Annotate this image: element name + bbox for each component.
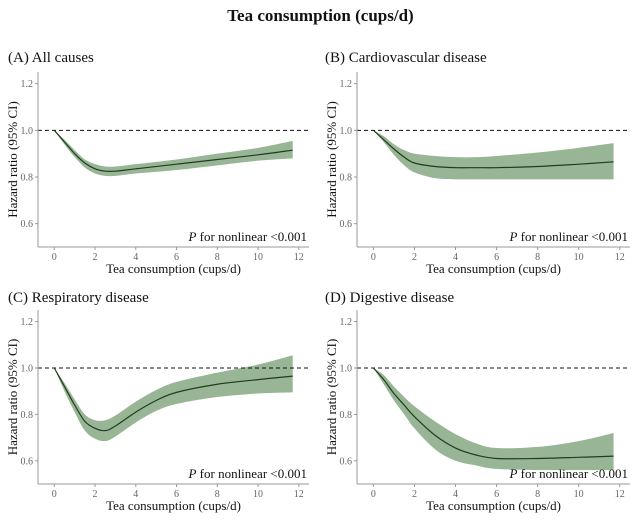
x-tick-label: 0: [371, 252, 376, 263]
x-tick-label: 0: [371, 489, 376, 500]
y-tick-label: 1.0: [21, 364, 34, 375]
x-axis-label: Tea consumption (cups/d): [106, 498, 241, 513]
panel-title: (B) Cardiovascular disease: [325, 50, 487, 66]
panel-a: (A) All causes 0.6 0.8 1.0 1.2 0 2 4 6 8 10 12 Tea c…: [5, 50, 309, 276]
y-tick-label: 1.2: [340, 79, 353, 90]
x-tick-label: 6: [494, 252, 499, 263]
x-tick-label: 8: [535, 252, 540, 263]
x-tick-label: 12: [294, 489, 304, 500]
annotation-p: P: [187, 466, 196, 481]
panel-title: (A) All causes: [8, 50, 94, 66]
x-tick-label: 4: [453, 252, 458, 263]
y-tick-label: 0.8: [21, 410, 34, 421]
x-tick-label: 12: [615, 489, 625, 500]
y-tick-label: 1.2: [21, 79, 34, 90]
x-tick-label: 12: [294, 252, 304, 263]
y-tick-label: 1.2: [21, 317, 34, 328]
panel-title: (C) Respiratory disease: [8, 290, 149, 306]
annotation-text: for nonlinear <0.001: [196, 466, 307, 481]
x-tick-label: 2: [93, 252, 98, 263]
x-axis-label: Tea consumption (cups/d): [106, 261, 241, 276]
y-tick-label: 0.8: [340, 173, 353, 184]
y-axis-label: Hazard ratio (95% CI): [324, 339, 339, 456]
hazard-curve: [372, 367, 614, 460]
y-axis-label: Hazard ratio (95% CI): [324, 101, 339, 218]
hazard-curve: [373, 129, 614, 169]
annotation-text: for nonlinear <0.001: [196, 229, 307, 244]
panel-b: (B) Cardiovascular disease 0.6 0.8 1.0 1.2 0 2…: [324, 50, 630, 276]
confidence-band: [373, 368, 614, 471]
x-tick-label: 4: [133, 489, 138, 500]
y-tick-label: 0.6: [340, 219, 353, 230]
x-tick-label: 4: [133, 252, 138, 263]
hazard-curve: [53, 367, 293, 432]
confidence-band: [373, 130, 614, 180]
figure-title: Tea consumption (cups/d): [227, 6, 414, 25]
annotation-text: for nonlinear <0.001: [517, 466, 628, 481]
annotation-p: P: [508, 466, 517, 481]
nonlinear-p-annotation: P for nonlinear <0.001: [508, 466, 628, 481]
confidence-band: [54, 355, 293, 442]
x-tick-label: 4: [453, 489, 458, 500]
annotation-text: for nonlinear <0.001: [517, 229, 628, 244]
x-axis-label: Tea consumption (cups/d): [426, 498, 561, 513]
y-tick-label: 0.6: [21, 456, 34, 467]
y-tick-label: 1.0: [340, 126, 353, 137]
x-tick-label: 8: [215, 489, 220, 500]
x-tick-label: 12: [615, 252, 625, 263]
y-tick-label: 0.8: [21, 173, 34, 184]
annotation-p: P: [187, 229, 196, 244]
y-tick-label: 0.8: [340, 410, 353, 421]
x-tick-label: 6: [494, 489, 499, 500]
x-tick-label: 8: [535, 489, 540, 500]
x-tick-label: 2: [93, 489, 98, 500]
nonlinear-p-annotation: P for nonlinear <0.001: [187, 466, 307, 481]
x-tick-label: 0: [52, 252, 57, 263]
y-axis-label: Hazard ratio (95% CI): [5, 101, 20, 218]
x-tick-label: 10: [253, 489, 263, 500]
x-tick-label: 10: [574, 489, 584, 500]
panel-d: (D) Digestive disease 0.6 0.8 1.0 1.2 0 2 4 6 8 10…: [324, 290, 630, 513]
hazard-curve: [53, 129, 293, 173]
y-tick-label: 1.0: [21, 126, 34, 137]
y-tick-label: 0.6: [340, 456, 353, 467]
nonlinear-p-annotation: P for nonlinear <0.001: [187, 229, 307, 244]
y-axis-label: Hazard ratio (95% CI): [5, 339, 20, 456]
x-axis-label: Tea consumption (cups/d): [426, 261, 561, 276]
x-tick-label: 0: [52, 489, 57, 500]
x-tick-label: 8: [215, 252, 220, 263]
x-tick-label: 6: [174, 252, 179, 263]
panel-title: (D) Digestive disease: [325, 290, 454, 306]
confidence-band: [54, 130, 293, 177]
x-tick-label: 2: [412, 252, 417, 263]
x-tick-label: 2: [412, 489, 417, 500]
x-tick-label: 6: [174, 489, 179, 500]
y-tick-label: 1.2: [340, 317, 353, 328]
nonlinear-p-annotation: P for nonlinear <0.001: [508, 229, 628, 244]
panel-c: (C) Respiratory disease 0.6 0.8 1.0 1.2 0 2 4 6 8…: [5, 290, 309, 513]
x-tick-label: 10: [253, 252, 263, 263]
x-tick-label: 10: [574, 252, 584, 263]
y-tick-label: 1.0: [340, 364, 353, 375]
annotation-p: P: [508, 229, 517, 244]
y-tick-label: 0.6: [21, 219, 34, 230]
